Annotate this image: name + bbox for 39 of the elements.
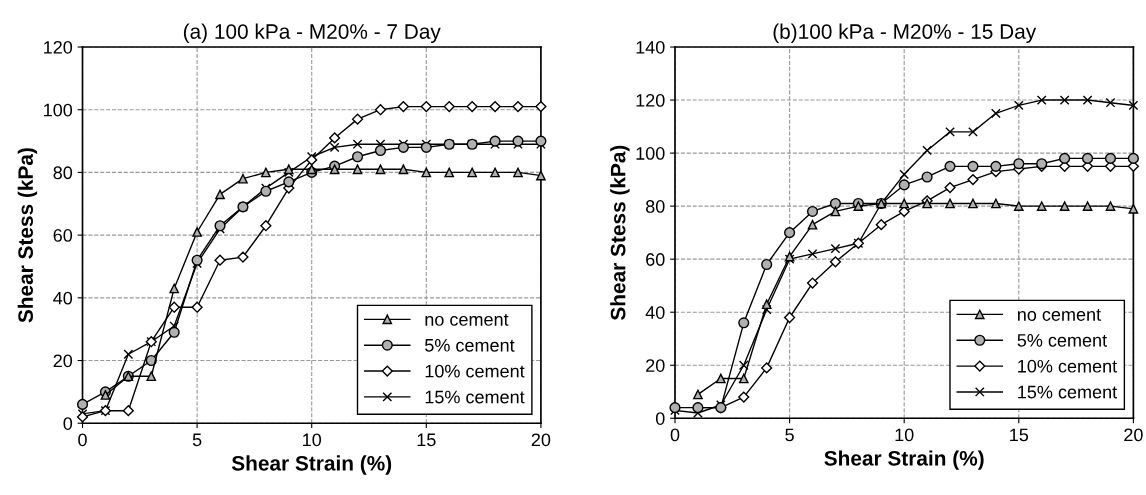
x-axis-title: Shear Strain (%) bbox=[231, 455, 392, 475]
y-tick-label: 80 bbox=[53, 166, 73, 180]
y-tick-label: 100 bbox=[636, 147, 665, 160]
x-axis-title: Shear Strain (%) bbox=[824, 450, 984, 470]
y-tick-label: 80 bbox=[645, 200, 665, 213]
y-tick-label: 0 bbox=[655, 412, 665, 425]
y-tick-label: 100 bbox=[44, 103, 73, 117]
x-tick-label: 15 bbox=[1010, 428, 1029, 442]
y-tick-label: 60 bbox=[53, 229, 73, 242]
y-tick-label: 20 bbox=[646, 359, 665, 372]
y-tick-label: 140 bbox=[636, 40, 665, 54]
x-tick-label: 15 bbox=[417, 433, 436, 447]
y-tick-label: 60 bbox=[646, 253, 665, 266]
y-tick-label: 20 bbox=[53, 354, 73, 368]
legend-label: 15% cement bbox=[425, 390, 525, 404]
legend-label: no cement bbox=[425, 313, 509, 326]
chart-title: (b)100 kPa - M20% - 15 Day bbox=[773, 23, 1037, 44]
x-tick-label: 20 bbox=[1124, 428, 1143, 442]
chart-title: (a) 100 kPa - M20% - 7 Day bbox=[183, 23, 441, 44]
x-tick-label: 20 bbox=[531, 433, 551, 447]
legend-label: 15% cement bbox=[1018, 385, 1118, 399]
legend-label: 10% cement bbox=[425, 364, 525, 378]
y-tick-label: 0 bbox=[63, 417, 73, 430]
y-axis-title: Shear Stess (kPa) bbox=[17, 148, 38, 323]
legend-label: 5% cement bbox=[425, 338, 515, 352]
legend-label: no cement bbox=[1017, 309, 1101, 321]
y-tick-label: 40 bbox=[645, 306, 665, 319]
legend-label: 10% cement bbox=[1018, 359, 1118, 373]
x-tick-label: 10 bbox=[895, 428, 914, 442]
x-tick-label: 5 bbox=[192, 433, 202, 447]
y-tick-label: 120 bbox=[636, 94, 665, 107]
y-tick-label: 40 bbox=[53, 291, 73, 305]
y-tick-label: 120 bbox=[44, 40, 73, 54]
x-tick-label: 5 bbox=[785, 428, 794, 442]
x-tick-label: 10 bbox=[303, 433, 322, 447]
x-tick-label: 0 bbox=[78, 433, 87, 447]
x-tick-label: 0 bbox=[670, 428, 680, 442]
y-axis-title: Shear Stess (kPa) bbox=[610, 145, 630, 321]
legend-label: 5% cement bbox=[1017, 334, 1107, 347]
